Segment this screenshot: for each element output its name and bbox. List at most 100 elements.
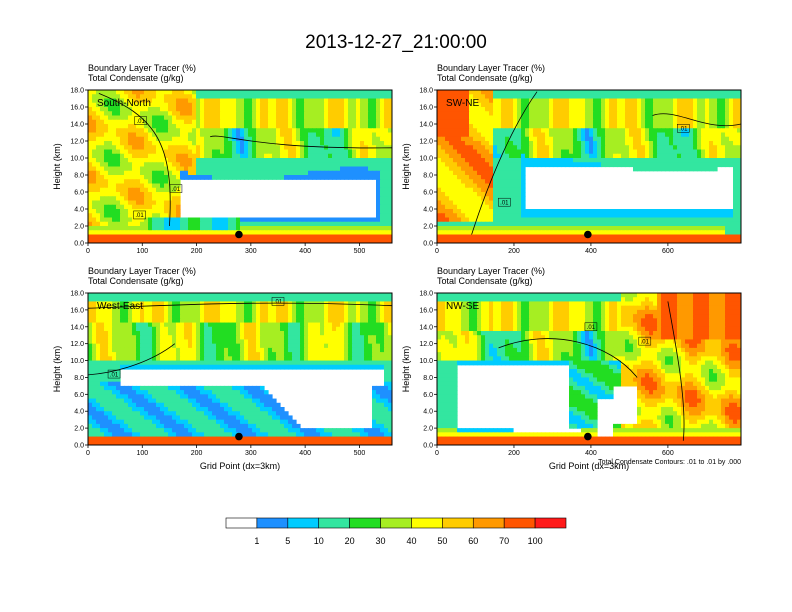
tracer-cell	[364, 226, 369, 231]
tracer-cell	[641, 107, 646, 112]
tracer-cell	[332, 170, 337, 176]
tracer-cell	[88, 226, 93, 231]
tracer-cell	[693, 128, 698, 134]
tracer-cell	[376, 217, 381, 223]
tracer-cell	[657, 98, 662, 104]
tracer-cell	[569, 234, 574, 240]
tracer-cell	[284, 234, 289, 240]
tracer-cell	[493, 128, 498, 134]
tracer-cell	[264, 305, 269, 311]
tracer-cell	[236, 238, 241, 243]
tracer-cell	[256, 166, 261, 172]
tracer-cell	[148, 217, 153, 223]
tracer-cell	[729, 141, 734, 146]
tracer-cell	[729, 213, 734, 219]
tracer-cell	[477, 213, 482, 219]
tracer-cell	[645, 94, 650, 100]
tracer-cell	[324, 297, 329, 303]
tracer-cell	[597, 213, 602, 219]
tracer-cell	[352, 297, 357, 303]
tracer-cell	[376, 128, 381, 134]
tracer-cell	[200, 98, 205, 104]
tracer-cell	[256, 230, 261, 236]
tracer-cell	[164, 107, 169, 112]
tracer-cell	[284, 149, 289, 155]
tracer-cell	[152, 124, 157, 129]
tracer-cell	[176, 209, 181, 214]
tracer-cell	[216, 98, 221, 104]
tracer-cell	[224, 226, 229, 231]
tracer-cell	[461, 149, 466, 155]
tracer-cell	[509, 183, 514, 189]
tracer-cell	[549, 90, 554, 95]
tracer-cell	[637, 98, 642, 104]
tracer-cell	[376, 226, 381, 231]
tracer-cell	[348, 98, 353, 104]
tracer-cell	[148, 158, 153, 163]
tracer-cell	[689, 119, 694, 125]
tracer-cell	[312, 111, 317, 117]
tracer-cell	[693, 234, 698, 240]
tracer-cell	[453, 209, 458, 214]
tracer-cell	[368, 234, 373, 240]
panel-label: SW-NE	[446, 98, 479, 109]
tracer-cell	[112, 153, 117, 159]
tracer-cell	[316, 170, 321, 176]
tracer-cell	[316, 90, 321, 95]
tracer-cell	[577, 153, 582, 159]
tracer-cell	[104, 111, 109, 117]
tracer-cell	[449, 145, 454, 151]
tracer-cell	[605, 124, 610, 129]
tracer-cell	[565, 217, 570, 223]
tracer-cell	[372, 136, 377, 142]
tracer-cell	[609, 145, 614, 151]
tracer-cell	[192, 170, 197, 176]
tracer-cell	[645, 107, 650, 112]
tracer-cell	[288, 107, 293, 112]
tracer-cell	[497, 149, 502, 155]
tracer-cell	[216, 170, 221, 176]
tracer-cell	[148, 297, 153, 303]
tracer-cell	[693, 221, 698, 227]
tracer-cell	[332, 158, 337, 163]
tracer-cell	[284, 238, 289, 243]
tracer-cell	[144, 175, 149, 180]
tracer-cell	[517, 158, 522, 163]
tracer-cell	[525, 132, 530, 138]
tracer-cell	[545, 238, 550, 243]
tracer-cell	[188, 226, 193, 231]
tracer-cell	[132, 293, 137, 298]
tracer-cell	[501, 226, 506, 231]
tracer-cell	[252, 297, 257, 303]
tracer-cell	[581, 115, 586, 121]
tracer-cell	[493, 111, 498, 117]
tracer-cell	[364, 221, 369, 227]
tracer-cell	[461, 221, 466, 227]
tracer-cell	[649, 98, 654, 104]
tracer-cell	[144, 204, 149, 210]
tracer-cell	[493, 209, 498, 214]
tracer-cell	[649, 128, 654, 134]
tracer-cell	[244, 115, 249, 121]
tracer-cell	[581, 111, 586, 117]
tracer-cell	[693, 230, 698, 236]
tracer-cell	[465, 196, 470, 202]
tracer-cell	[140, 149, 145, 155]
tracer-cell	[288, 102, 293, 108]
tracer-cell	[621, 238, 626, 243]
tracer-cell	[717, 124, 722, 129]
tracer-cell	[268, 170, 273, 176]
tracer-cell	[364, 305, 369, 311]
tracer-cell	[577, 102, 582, 108]
tracer-cell	[272, 170, 277, 176]
tracer-cell	[677, 153, 682, 159]
tracer-cell	[176, 102, 181, 108]
tracer-cell	[236, 221, 241, 227]
tracer-cell	[300, 128, 305, 134]
tracer-cell	[88, 175, 93, 180]
tracer-cell	[489, 221, 494, 227]
tracer-cell	[621, 153, 626, 159]
tracer-cell	[188, 128, 193, 134]
tracer-cell	[224, 305, 229, 311]
tracer-cell	[124, 90, 129, 95]
